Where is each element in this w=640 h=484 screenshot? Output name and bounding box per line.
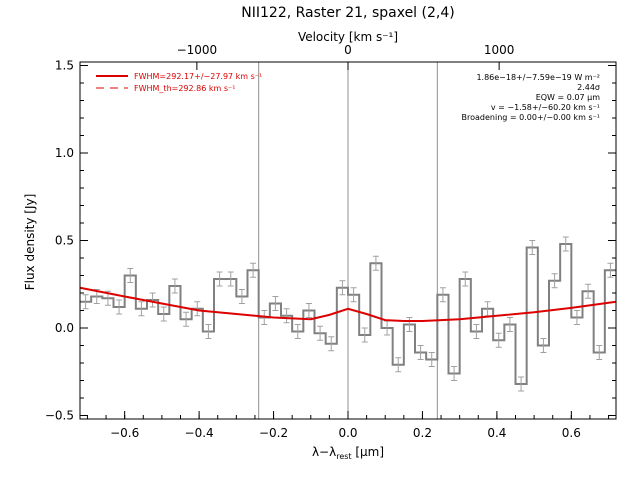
error-bar — [451, 366, 458, 381]
x-axis-label-main: λ−λ — [312, 445, 336, 459]
x-tick-label-3: 0.0 — [338, 426, 357, 440]
legend: FWHM=292.17+/−27.97 km s⁻¹ FWHM_th=292.86… — [96, 72, 262, 93]
x-axis-label-sub: rest — [336, 452, 351, 461]
top-tick-label-2: 1000 — [484, 43, 515, 57]
error-bar — [149, 292, 156, 308]
error-bar — [350, 287, 357, 303]
error-bar — [417, 345, 424, 360]
error-bar — [317, 325, 324, 341]
x-tick-label-2: −0.2 — [259, 426, 288, 440]
error-bar — [227, 271, 234, 287]
error-bar — [372, 255, 379, 271]
chart-title: NII122, Raster 21, spaxel (2,4) — [241, 5, 454, 21]
error-bar — [406, 317, 413, 332]
y-tick-label-1: 0.0 — [55, 321, 74, 335]
error-bar — [328, 336, 335, 352]
error-bar — [305, 303, 312, 318]
error-bar — [562, 236, 569, 252]
annotation-1: 2.44σ — [577, 83, 600, 92]
error-bar — [551, 273, 558, 289]
error-bar — [82, 294, 89, 310]
error-bar — [573, 310, 580, 325]
y-tick-label-3: 1.0 — [55, 146, 74, 160]
error-bar — [339, 280, 346, 296]
annotation-0: 1.86e−18+/−7.59e−19 W m⁻² — [476, 73, 600, 82]
spectrum-step-line — [80, 243, 616, 385]
error-bar — [116, 299, 123, 315]
annotation-4: Broadening = 0.00+/−0.00 km s⁻¹ — [462, 113, 600, 122]
legend-label-0: FWHM=292.17+/−27.97 km s⁻¹ — [134, 72, 262, 81]
error-bar — [205, 324, 212, 339]
error-bar — [160, 306, 167, 322]
y-tick-label-4: 1.5 — [55, 59, 74, 73]
error-bar — [272, 296, 279, 311]
error-bar — [518, 376, 525, 392]
y-axis-label: Flux density [Jy] — [23, 194, 37, 291]
x-tick-label-5: 0.4 — [487, 426, 506, 440]
error-bar — [529, 240, 536, 255]
x-tick-label-0: −0.6 — [110, 426, 139, 440]
error-bar — [596, 345, 603, 360]
plot-frame — [79, 61, 617, 420]
error-bar — [540, 338, 547, 353]
x-tick-label-6: 0.6 — [562, 426, 581, 440]
error-bar — [439, 287, 446, 303]
error-bar — [462, 271, 469, 287]
error-bar — [361, 327, 368, 343]
error-bar — [428, 352, 435, 367]
error-bar — [216, 271, 223, 287]
x-axis-label: λ−λrest [μm] — [312, 445, 384, 461]
error-bar — [585, 283, 592, 299]
legend-label-1: FWHM_th=292.86 km s⁻¹ — [134, 84, 235, 93]
y-tick-label-0: −0.5 — [45, 409, 74, 423]
error-bar — [171, 278, 178, 294]
top-tick-label-1: 0 — [344, 43, 352, 57]
error-bar — [294, 324, 301, 339]
error-bar — [506, 317, 513, 332]
x-tick-label-4: 0.2 — [413, 426, 432, 440]
annotation-3: v = −1.58+/−60.20 km s⁻¹ — [491, 103, 600, 112]
error-bar — [607, 262, 614, 278]
error-bar — [473, 324, 480, 339]
x-tick-label-1: −0.4 — [185, 426, 214, 440]
error-bar — [283, 308, 290, 324]
error-bar — [250, 262, 257, 278]
plot-area: −0.6 −0.4 −0.2 0.0 0.2 0.4 0.6 −0.5 0.0 0.5 1.0 1.5… — [45, 43, 617, 440]
error-bar — [183, 311, 190, 327]
error-bar — [194, 301, 201, 317]
error-bar — [238, 289, 245, 304]
error-bar — [395, 357, 402, 373]
error-bar — [495, 332, 502, 348]
error-bar — [127, 268, 134, 283]
x-axis-label-unit: [μm] — [352, 445, 385, 459]
y-tick-label-2: 0.5 — [55, 234, 74, 248]
top-tick-label-0: −1000 — [177, 43, 218, 57]
fit-curve — [79, 286, 617, 322]
error-bar — [138, 301, 145, 317]
annotation-2: EQW = 0.07 μm — [536, 93, 600, 102]
top-axis-label: Velocity [km s⁻¹] — [298, 30, 398, 44]
